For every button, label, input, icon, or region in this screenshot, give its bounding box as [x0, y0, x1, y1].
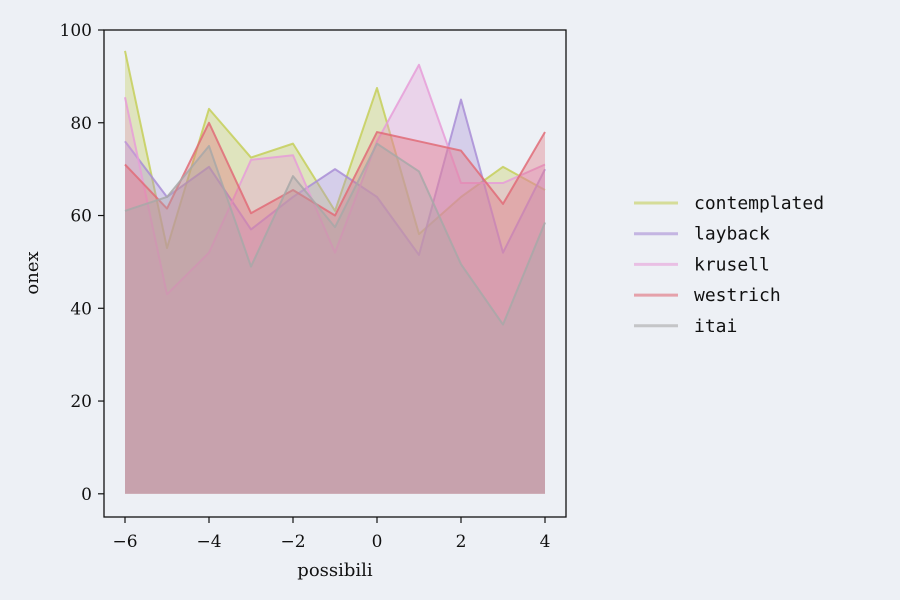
line-itai [124, 142, 546, 326]
legend-item-westrich: westrich [634, 285, 781, 306]
legend-label: westrich [694, 285, 781, 306]
area-contemplated [125, 50, 545, 494]
legend-label: krusell [694, 254, 770, 275]
legend-item-layback: layback [634, 224, 770, 245]
line-krusell [124, 63, 546, 296]
y-tick-label: 100 [60, 21, 92, 41]
line-layback [124, 98, 546, 256]
legend: contemplated layback krusell westrich itai [634, 193, 824, 337]
legend-item-itai: itai [634, 316, 737, 337]
x-tick-label: −4 [196, 532, 221, 552]
series-layer [124, 50, 546, 494]
y-axis-label: onex [22, 251, 43, 294]
line-contemplated [124, 50, 546, 249]
x-tick-label: −6 [112, 532, 137, 552]
y-tick-label: 40 [70, 299, 92, 319]
x-tick-label: −2 [280, 532, 305, 552]
series-krusell [124, 63, 546, 494]
area-itai [125, 143, 545, 494]
y-tick-label: 0 [81, 485, 92, 505]
plot-background [104, 30, 566, 517]
legend-item-contemplated: contemplated [634, 193, 824, 214]
y-tick-label: 60 [70, 207, 92, 227]
y-tick-label: 20 [70, 392, 92, 412]
legend-label: layback [694, 224, 770, 245]
x-tick-label: 2 [456, 532, 467, 552]
y-tick-label: 80 [70, 114, 92, 134]
series-contemplated [124, 50, 546, 494]
line-westrich [124, 121, 546, 217]
plot-area [104, 30, 566, 517]
legend-label: contemplated [694, 193, 824, 214]
area-krusell [125, 64, 545, 494]
legend-label: itai [694, 316, 737, 337]
x-tick-label: 4 [540, 532, 551, 552]
series-layback [124, 98, 546, 494]
x-axis-label: possibili [297, 560, 373, 581]
legend-item-krusell: krusell [634, 254, 770, 275]
x-tick-label: 0 [372, 532, 383, 552]
series-itai [124, 142, 546, 494]
axes-frame [103, 29, 567, 518]
